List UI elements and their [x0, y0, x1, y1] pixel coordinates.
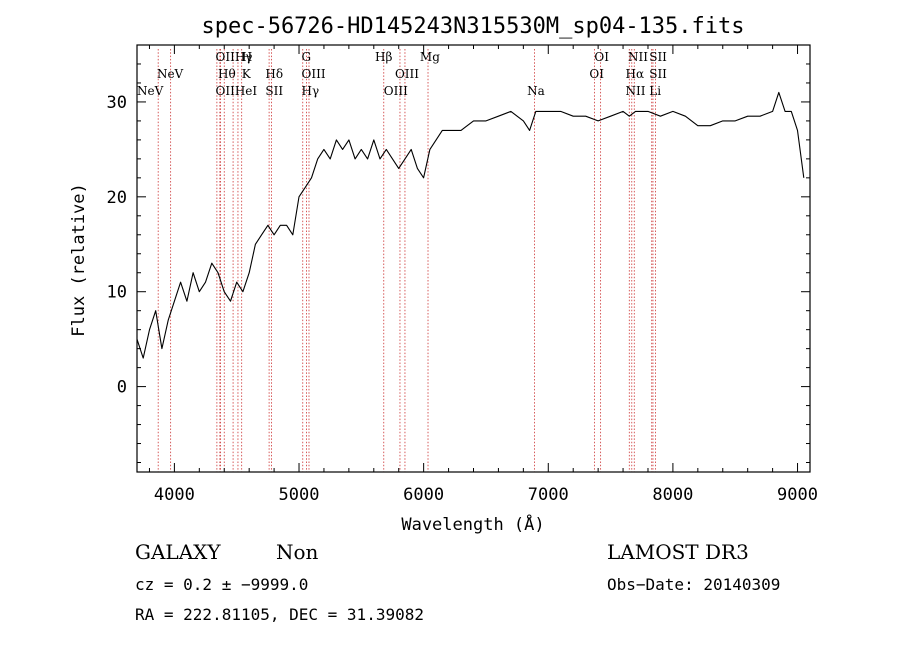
marker-label-row1-2: G — [302, 50, 312, 64]
spectrum-series — [136, 91, 805, 359]
marker-label-row1-1: H — [242, 50, 252, 64]
chart-title: spec-56726-HD145243N315530M_sp04-135.fit… — [201, 14, 744, 39]
x-tick-label-3: 7000 — [528, 485, 569, 505]
y-tick-label-2: 20 — [107, 188, 127, 208]
x-axis-label: Wavelength (Å) — [401, 513, 544, 535]
marker-label-row2-5: OIII — [395, 67, 419, 81]
y-tick-label-0: 0 — [117, 378, 127, 398]
marker-label-row2-1: Hθ — [218, 67, 236, 81]
redshift-readout: cz = 0.2 ± −9999.0 — [135, 575, 308, 594]
marker-label-row1-6: NII — [628, 50, 648, 64]
y-tick-label-1: 10 — [107, 283, 127, 303]
x-tick-label-5: 9000 — [777, 485, 818, 505]
marker-label-row2-8: SII — [649, 67, 667, 81]
object-class: GALAXY — [135, 540, 221, 564]
marker-label-row1-3: Hβ — [375, 50, 392, 64]
marker-label-row1-7: SII — [649, 50, 667, 64]
marker-label-row3-5: Na — [527, 84, 545, 98]
marker-label-row2-4: OIII — [302, 67, 326, 81]
marker-label-row3-6: NII — [626, 84, 646, 98]
x-tick-label-2: 6000 — [403, 485, 444, 505]
marker-label-row3-4: OIII — [384, 84, 408, 98]
y-tick-label-3: 30 — [107, 93, 127, 113]
marker-label-row2-0: NeV — [157, 67, 184, 81]
marker-label-row3-2: SII — [265, 84, 283, 98]
axis-ticks: 4000 5000 6000 7000 8000 9000 0 10 20 30 — [107, 45, 818, 505]
marker-label-row1-0: OIIHγ — [216, 50, 253, 64]
marker-label-row3-3: Hγ — [302, 84, 320, 98]
obs-date: Obs−Date: 20140309 — [607, 575, 780, 594]
marker-label-row2-2: K — [242, 67, 252, 81]
marker-label-row2-7: Hα — [626, 67, 645, 81]
x-tick-label-0: 4000 — [154, 485, 195, 505]
x-tick-label-1: 5000 — [279, 485, 320, 505]
object-subclass: Non — [276, 540, 319, 564]
marker-label-row2-3: Hδ — [265, 67, 283, 81]
survey-name: LAMOST DR3 — [607, 540, 749, 564]
marker-label-row3-0: NeV — [137, 84, 164, 98]
marker-label-row3-7: Li — [649, 84, 661, 98]
marker-label-row1-4: Mg — [420, 50, 440, 64]
marker-label-row1-5: OI — [594, 50, 609, 64]
marker-label-row3-1: OIIHeI — [216, 84, 258, 98]
x-tick-label-4: 8000 — [652, 485, 693, 505]
coordinates: RA = 222.81105, DEC = 31.39082 — [135, 605, 424, 624]
y-axis-label: Flux (relative) — [69, 183, 89, 337]
spectrum-line-0 — [136, 91, 805, 359]
emission-line-markers — [157, 49, 656, 472]
marker-label-row2-6: OI — [589, 67, 604, 81]
